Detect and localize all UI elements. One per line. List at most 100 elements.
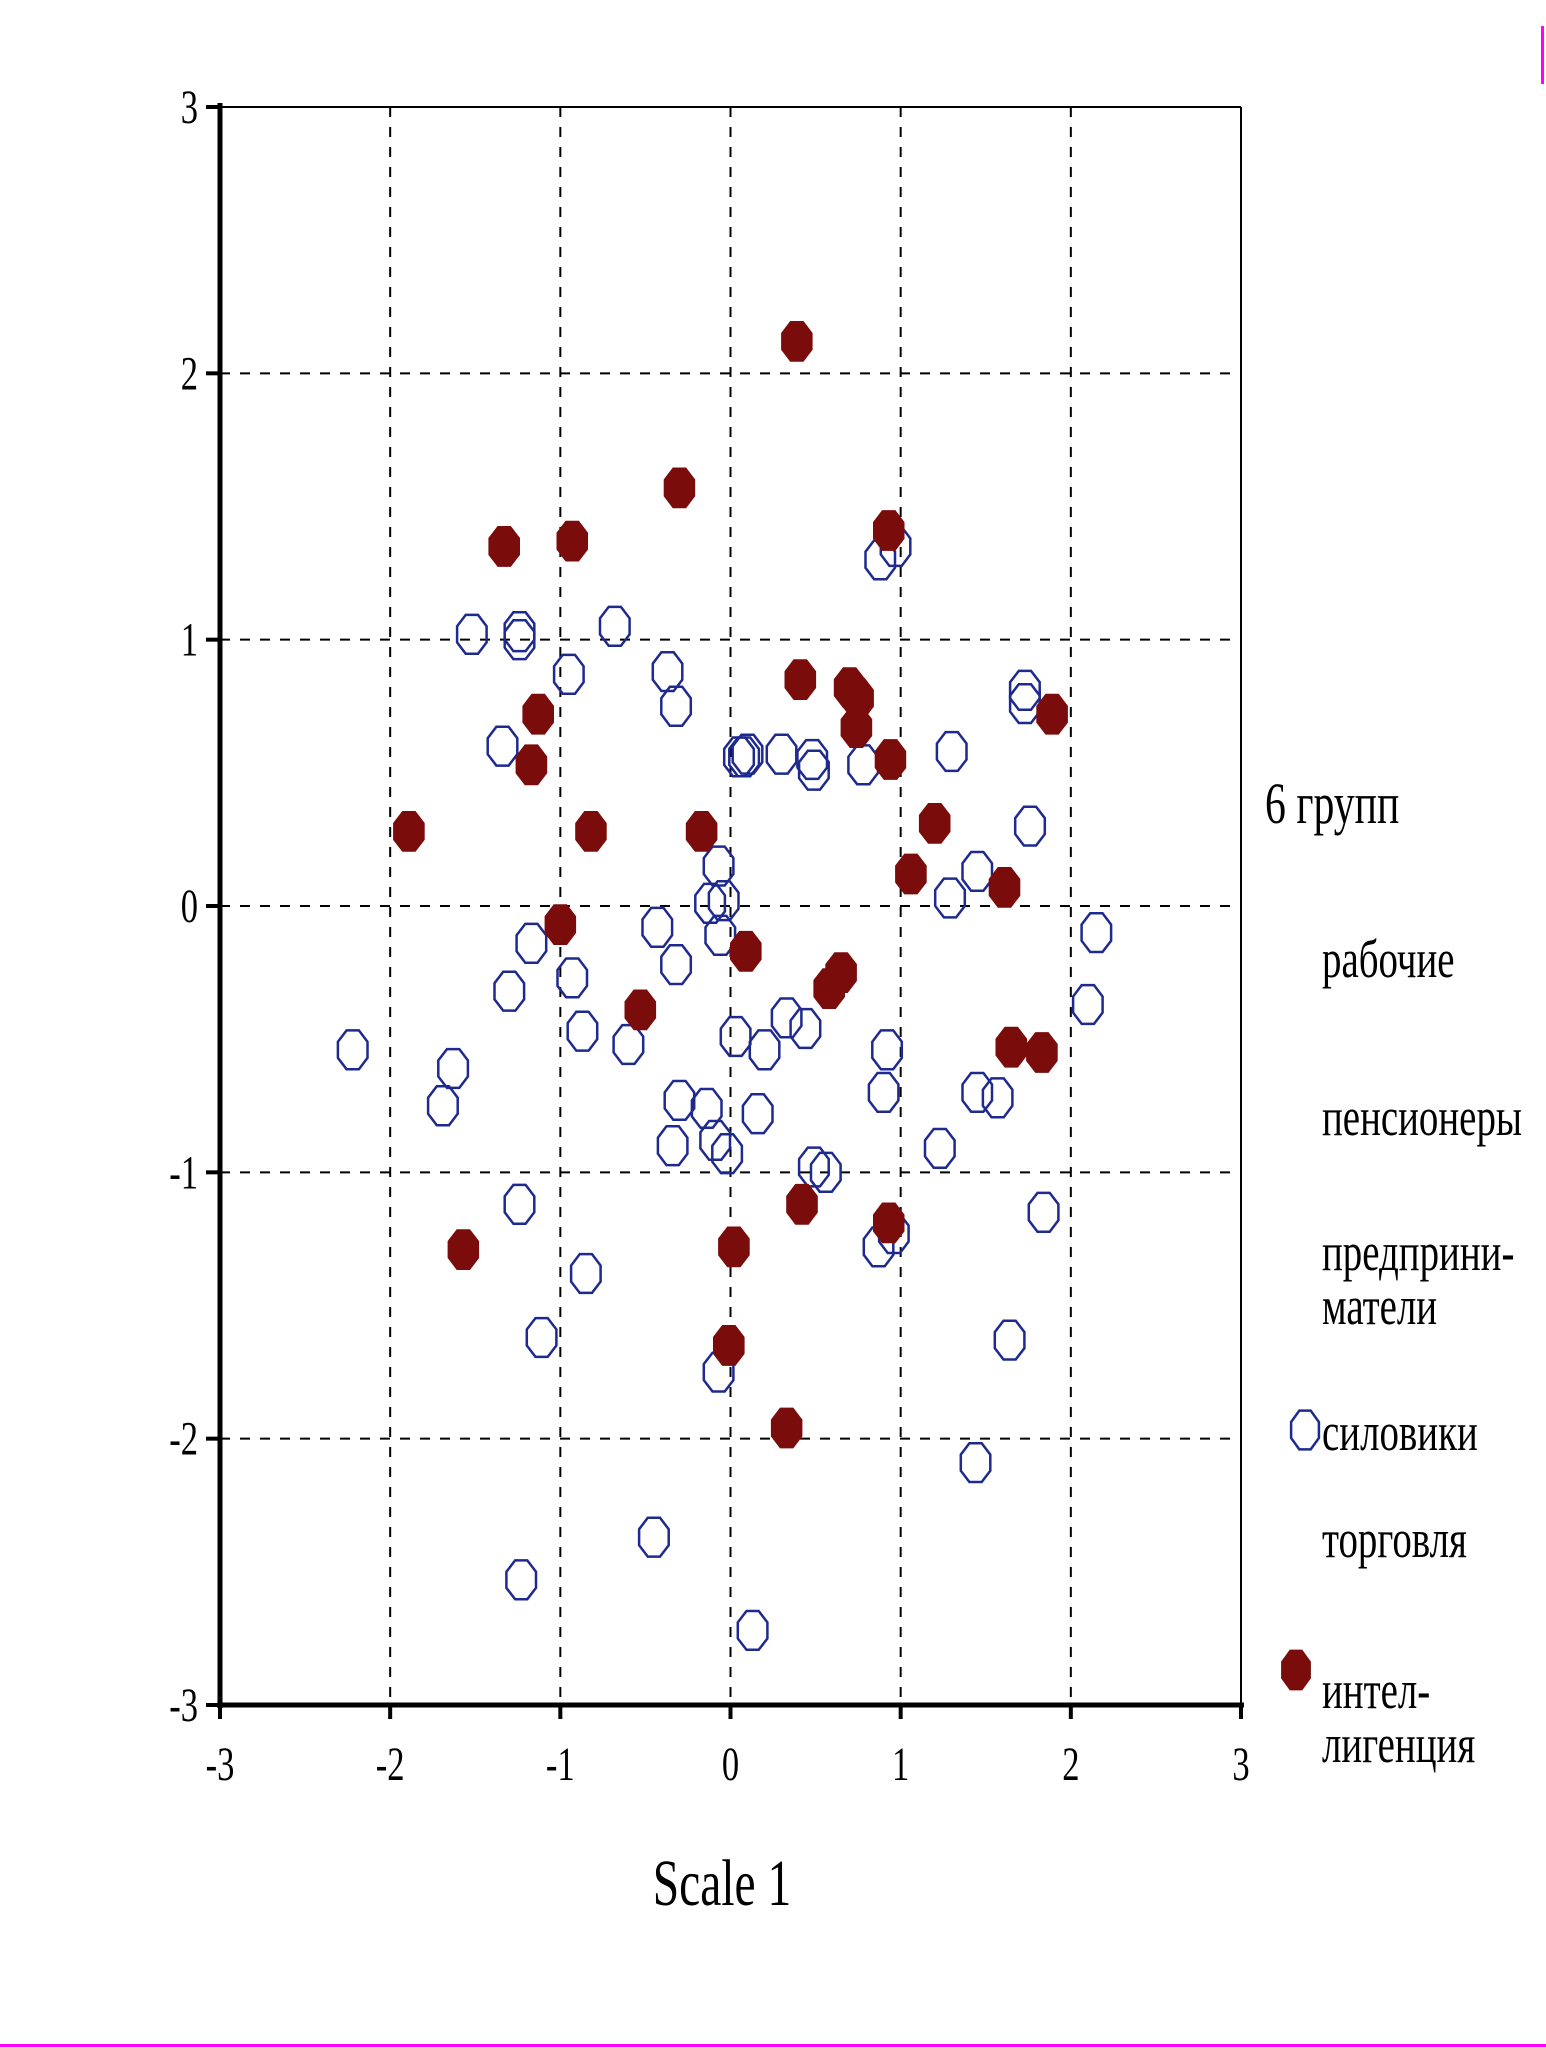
data-point-intelligentsia — [1036, 693, 1068, 735]
data-point-intelligentsia — [624, 989, 657, 1031]
edge-accent-right — [1541, 26, 1544, 84]
legend-markers — [1281, 1409, 1321, 1691]
data-point-security — [336, 1029, 369, 1071]
data-point-security — [923, 1127, 956, 1170]
data-point-intelligentsia — [1026, 1032, 1058, 1073]
data-point-security — [1008, 669, 1041, 711]
data-point-security — [797, 749, 830, 791]
data-point-security — [993, 1319, 1026, 1361]
data-point-security — [711, 1133, 744, 1175]
axes — [206, 103, 1244, 1719]
data-point-security — [426, 1085, 459, 1127]
x-axis-label: Scale 1 — [653, 1848, 792, 1920]
data-point-security — [871, 1029, 904, 1071]
data-point-security — [699, 1119, 732, 1162]
data-point-security — [503, 1183, 536, 1225]
data-point-security — [1013, 805, 1047, 847]
y-tick-label: -3 — [169, 1680, 198, 1733]
data-point-security — [847, 744, 880, 786]
legend-item-trade: торговля — [1322, 1509, 1467, 1569]
open-circle-icon — [1289, 1409, 1321, 1451]
data-point-intelligentsia — [544, 904, 577, 945]
data-point-intelligentsia — [895, 853, 927, 895]
data-point-security — [981, 1077, 1014, 1119]
data-point-intelligentsia — [713, 1325, 745, 1366]
data-point-security — [641, 906, 674, 948]
data-point-security — [961, 850, 994, 893]
data-point-security — [455, 613, 488, 655]
data-point-intelligentsia — [918, 803, 951, 844]
data-point-security — [959, 1441, 992, 1484]
data-point-security — [525, 1316, 558, 1359]
data-point-security — [1008, 682, 1041, 725]
data-point-security — [770, 997, 803, 1039]
data-point-intelligentsia — [556, 520, 588, 562]
data-point-security — [515, 922, 548, 964]
y-tick-label: -2 — [169, 1413, 198, 1466]
tick-labels: -3 -2 -1 0 1 2 3 -3 -2 -1 0 1 2 3 — [169, 82, 1249, 1792]
x-tick-label: 2 — [1062, 1739, 1079, 1792]
data-point-security — [789, 1007, 822, 1050]
data-point-security — [437, 1047, 470, 1090]
data-point-intelligentsia — [873, 1202, 905, 1244]
data-point-security — [796, 738, 829, 781]
data-point-security — [1080, 911, 1113, 954]
data-point-security — [933, 877, 967, 919]
data-point-security — [569, 1252, 602, 1295]
data-point-security — [656, 1125, 689, 1167]
legend-item-workers: рабочие — [1322, 929, 1455, 989]
data-point-intelligentsia — [784, 659, 817, 700]
grid-lines — [220, 107, 1241, 1705]
data-point-security — [694, 882, 727, 924]
data-point-security — [663, 1079, 696, 1122]
data-point-intelligentsia — [718, 1226, 750, 1268]
legend-item-entrepreneurs: предприни- матели — [1322, 1222, 1515, 1336]
data-point-security — [935, 730, 968, 773]
data-point-intelligentsia — [447, 1229, 480, 1270]
data-point-intelligentsia — [988, 867, 1021, 908]
data-point-security — [809, 1151, 842, 1193]
x-tick-label: 0 — [722, 1739, 739, 1792]
data-point-intelligentsia — [873, 510, 905, 551]
data-point-security — [660, 685, 693, 727]
data-point-intelligentsia — [770, 1407, 803, 1449]
data-point-intelligentsia — [663, 467, 696, 509]
data-point-security — [702, 845, 735, 887]
y-tick-label: -1 — [169, 1147, 198, 1200]
data-point-security — [728, 736, 761, 778]
data-point-intelligentsia — [685, 811, 718, 852]
data-point-security — [503, 619, 536, 661]
data-point-intelligentsia — [840, 707, 873, 748]
data-point-intelligentsia — [874, 739, 907, 780]
data-point-intelligentsia — [730, 930, 762, 972]
data-point-security — [637, 1516, 670, 1558]
data-point-security — [867, 1071, 900, 1114]
data-point-security — [556, 957, 589, 999]
y-tick-label: 1 — [181, 614, 198, 667]
data-point-security — [493, 970, 526, 1012]
data-point-intelligentsia — [781, 321, 813, 362]
data-point-security — [1027, 1191, 1060, 1233]
data-point-security — [598, 605, 631, 648]
data-point-intelligentsia — [786, 1183, 818, 1225]
data-point-intelligentsia — [522, 693, 554, 735]
x-tick-label: 3 — [1232, 1739, 1249, 1792]
data-point-security — [612, 1023, 645, 1066]
x-tick-label: -3 — [206, 1739, 235, 1792]
data-point-intelligentsia — [515, 744, 548, 786]
data-point-security — [651, 650, 684, 693]
data-point-intelligentsia — [575, 811, 607, 852]
legend-item-pensioners: пенсионеры — [1322, 1087, 1523, 1147]
data-point-security — [741, 1093, 774, 1135]
data-point-intelligentsia — [488, 526, 520, 567]
data-point-security — [704, 914, 737, 956]
data-point-security — [552, 653, 585, 695]
filled-circle-icon — [1281, 1649, 1311, 1691]
data-point-security — [660, 943, 693, 986]
data-point-security — [505, 1559, 538, 1601]
legend-item-intelligentsia: интел- лигенция — [1322, 1660, 1476, 1774]
x-tick-label: -2 — [376, 1739, 405, 1792]
data-point-security — [719, 1015, 752, 1058]
legend-item-security: силовики — [1322, 1402, 1478, 1462]
